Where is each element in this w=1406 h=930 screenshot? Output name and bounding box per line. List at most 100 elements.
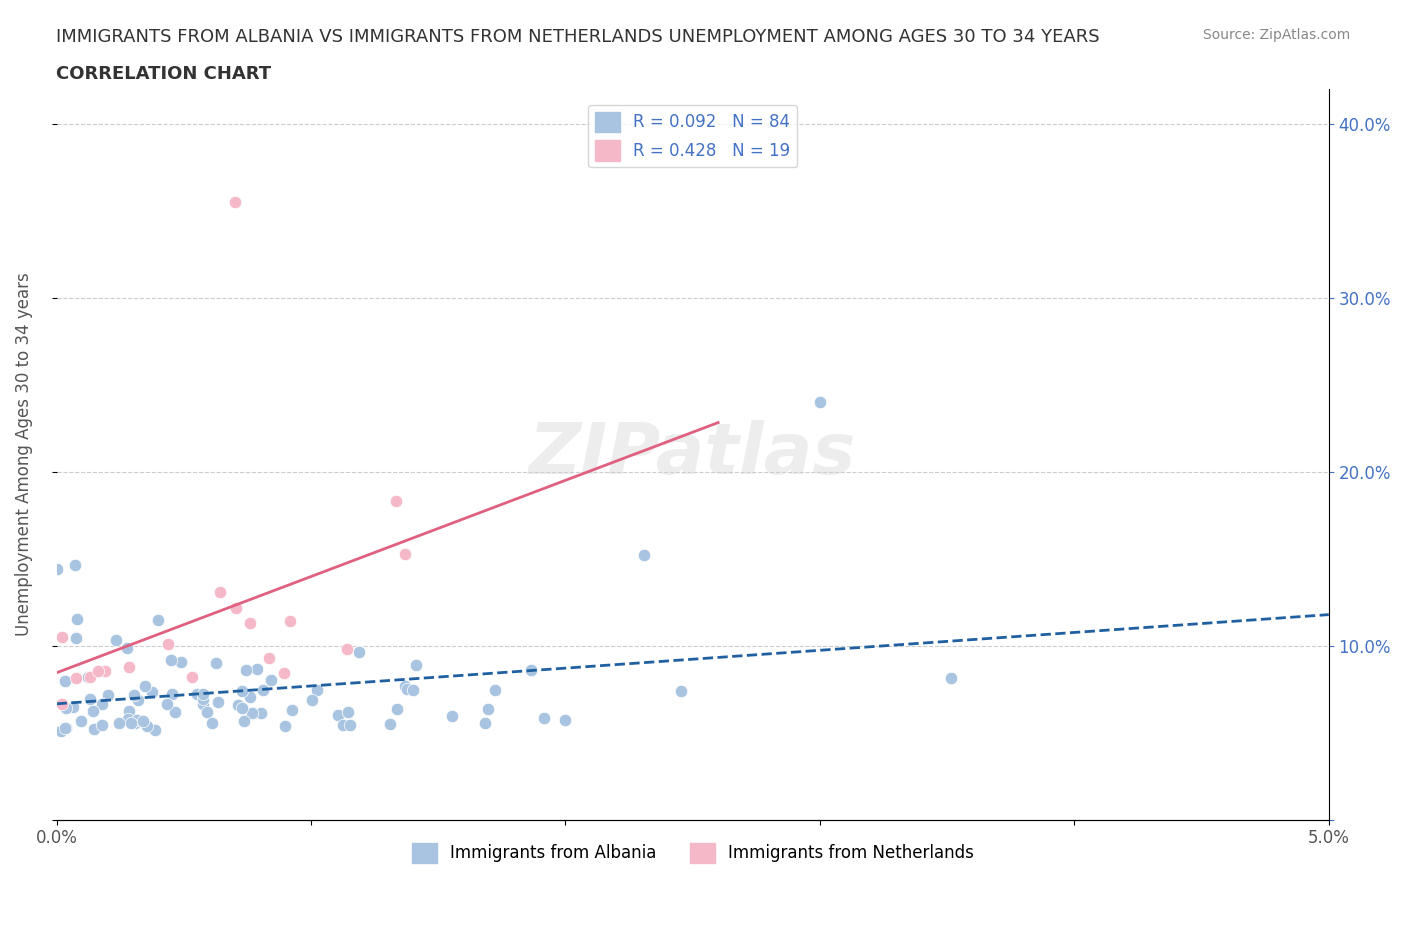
Point — [326, 708, 349, 723]
Point — [259, 672, 281, 687]
Point — [160, 653, 183, 668]
Point — [339, 718, 361, 733]
Point — [104, 632, 127, 647]
Point — [226, 698, 249, 712]
Point — [97, 688, 120, 703]
Point — [336, 704, 359, 719]
Point — [533, 711, 555, 725]
Point — [195, 704, 218, 719]
Point — [82, 704, 104, 719]
Point — [107, 716, 129, 731]
Point — [162, 687, 184, 702]
Point — [53, 721, 76, 736]
Point — [70, 714, 93, 729]
Point — [193, 687, 215, 702]
Point — [405, 658, 427, 672]
Point — [250, 706, 273, 721]
Point — [201, 715, 224, 730]
Point — [231, 684, 253, 698]
Point — [235, 662, 257, 677]
Point — [225, 601, 247, 616]
Point — [484, 683, 506, 698]
Point — [127, 693, 149, 708]
Point — [124, 715, 146, 730]
Point — [402, 683, 425, 698]
Point — [53, 673, 76, 688]
Point — [301, 693, 323, 708]
Point — [939, 671, 962, 685]
Point — [231, 700, 253, 715]
Point — [125, 712, 148, 727]
Point — [347, 644, 370, 659]
Point — [477, 701, 499, 716]
Point — [633, 548, 655, 563]
Point — [669, 684, 692, 698]
Point — [274, 719, 297, 734]
Point — [239, 616, 262, 631]
Point — [65, 631, 87, 645]
Point — [79, 691, 101, 706]
Point — [378, 716, 401, 731]
Point — [90, 717, 112, 732]
Point — [169, 655, 191, 670]
Point — [252, 683, 274, 698]
Point — [120, 716, 142, 731]
Point — [808, 395, 831, 410]
Point — [51, 630, 73, 644]
Point — [143, 723, 166, 737]
Point — [65, 612, 87, 627]
Point — [87, 663, 110, 678]
Point — [554, 712, 576, 727]
Point — [118, 660, 141, 675]
Point — [181, 670, 204, 684]
Point — [232, 714, 254, 729]
Point — [134, 678, 156, 693]
Point — [186, 687, 208, 702]
Point — [157, 637, 180, 652]
Point — [441, 709, 464, 724]
Point — [46, 561, 69, 576]
Point — [65, 671, 87, 685]
Text: IMMIGRANTS FROM ALBANIA VS IMMIGRANTS FROM NETHERLANDS UNEMPLOYMENT AMONG AGES 3: IMMIGRANTS FROM ALBANIA VS IMMIGRANTS FR… — [56, 28, 1099, 46]
Point — [55, 720, 77, 735]
Point — [239, 689, 262, 704]
Point — [474, 715, 496, 730]
Point — [209, 584, 232, 599]
Point — [165, 704, 187, 719]
Y-axis label: Unemployment Among Ages 30 to 34 years: Unemployment Among Ages 30 to 34 years — [15, 272, 32, 636]
Point — [51, 697, 73, 711]
Point — [49, 724, 72, 738]
Point — [135, 719, 157, 734]
Point — [273, 665, 295, 680]
Point — [394, 547, 416, 562]
Point — [90, 697, 112, 711]
Point — [117, 711, 139, 726]
Point — [332, 717, 354, 732]
Point — [207, 695, 229, 710]
Point — [83, 722, 105, 737]
Point — [278, 613, 301, 628]
Point — [520, 662, 543, 677]
Point — [94, 664, 117, 679]
Point — [246, 662, 269, 677]
Point — [132, 714, 155, 729]
Legend: Immigrants from Albania, Immigrants from Netherlands: Immigrants from Albania, Immigrants from… — [405, 836, 980, 870]
Point — [335, 642, 357, 657]
Point — [305, 683, 328, 698]
Point — [122, 687, 145, 702]
Point — [76, 670, 98, 684]
Point — [387, 702, 409, 717]
Point — [224, 195, 246, 210]
Point — [79, 670, 101, 684]
Text: ZIPatlas: ZIPatlas — [529, 420, 856, 489]
Point — [191, 691, 214, 706]
Point — [62, 699, 84, 714]
Point — [191, 698, 214, 712]
Point — [394, 679, 416, 694]
Point — [146, 612, 169, 627]
Text: Source: ZipAtlas.com: Source: ZipAtlas.com — [1202, 28, 1350, 42]
Point — [141, 685, 163, 700]
Text: CORRELATION CHART: CORRELATION CHART — [56, 65, 271, 83]
Point — [156, 697, 179, 711]
Point — [55, 700, 77, 715]
